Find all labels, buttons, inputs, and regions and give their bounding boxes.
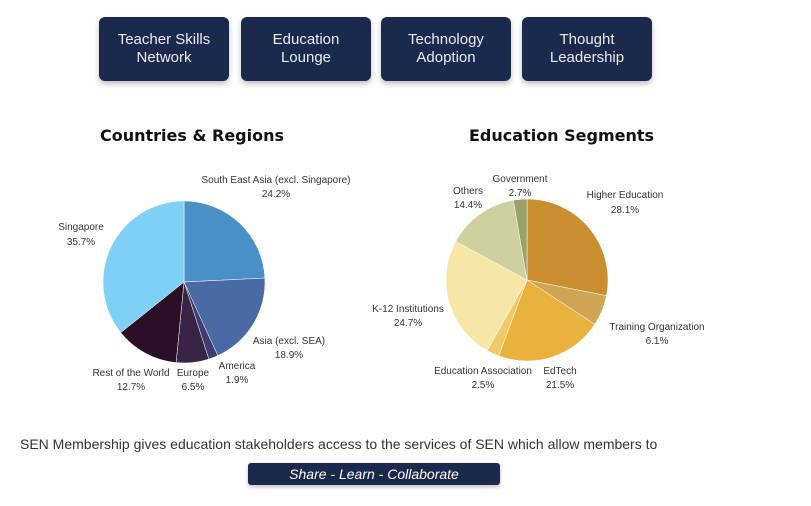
nav-button-teacher-skills-network[interactable]: Teacher Skills Network: [99, 17, 229, 81]
label-higher-ed-value: 28.1%: [611, 205, 639, 216]
label-sea-name: South East Asia (excl. Singapore): [202, 175, 351, 186]
pie-slice-asia-excl-sea: [183, 277, 266, 356]
label-asia-name: Asia (excl. SEA): [253, 336, 325, 347]
label-k12-value: 24.7%: [394, 318, 422, 329]
label-edtech-value: 21.5%: [546, 380, 574, 391]
pie-slice-singapore: [102, 200, 185, 333]
pie-education-segments: [445, 198, 609, 362]
label-row-name: Rest of the World: [92, 368, 169, 379]
membership-description: SEN Membership gives education stakehold…: [20, 436, 658, 452]
share-learn-collaborate-button[interactable]: Share - Learn - Collaborate: [248, 463, 500, 485]
label-edu-assoc-name: Education Association: [434, 366, 532, 377]
label-others-name: Others: [453, 186, 483, 197]
label-europe-name: Europe: [177, 368, 210, 379]
pie-slice-south-east-asia-excl-singapore: [183, 200, 266, 283]
label-singapore-value: 35.7%: [67, 237, 95, 248]
nav-button-technology-adoption[interactable]: Technology Adoption: [381, 17, 511, 81]
label-singapore-name: Singapore: [58, 222, 104, 233]
label-america-value: 1.9%: [226, 375, 249, 386]
label-government-value: 2.7%: [509, 188, 532, 199]
label-row-value: 12.7%: [117, 382, 145, 393]
pie-slice-government: [513, 198, 528, 281]
label-higher-ed-name: Higher Education: [587, 190, 664, 201]
label-training-value: 6.1%: [646, 336, 669, 347]
pie-slice-rest-of-the-world: [120, 281, 185, 363]
label-k12-name: K-12 Institutions: [372, 304, 444, 315]
label-edu-assoc-value: 2.5%: [472, 380, 495, 391]
pie-slice-higher-education: [526, 198, 609, 296]
chart-title-segments: Education Segments: [469, 126, 655, 145]
label-sea-value: 24.2%: [262, 189, 290, 200]
pie-slice-k-12-institutions: [445, 241, 528, 351]
label-edtech-name: EdTech: [543, 366, 576, 377]
label-america-name: America: [219, 361, 256, 372]
chart-title-countries: Countries & Regions: [100, 126, 285, 145]
label-europe-value: 6.5%: [182, 382, 205, 393]
nav-button-education-lounge[interactable]: Education Lounge: [241, 17, 371, 81]
label-government-name: Government: [492, 174, 547, 185]
label-training-name: Training Organization: [609, 322, 704, 333]
pie-countries-regions: [102, 200, 266, 364]
label-others-value: 14.4%: [454, 200, 482, 211]
nav-button-thought-leadership[interactable]: Thought Leadership: [522, 17, 652, 81]
pie-slice-edtech: [498, 279, 596, 362]
pie-slice-others: [455, 199, 528, 281]
label-asia-value: 18.9%: [275, 350, 303, 361]
